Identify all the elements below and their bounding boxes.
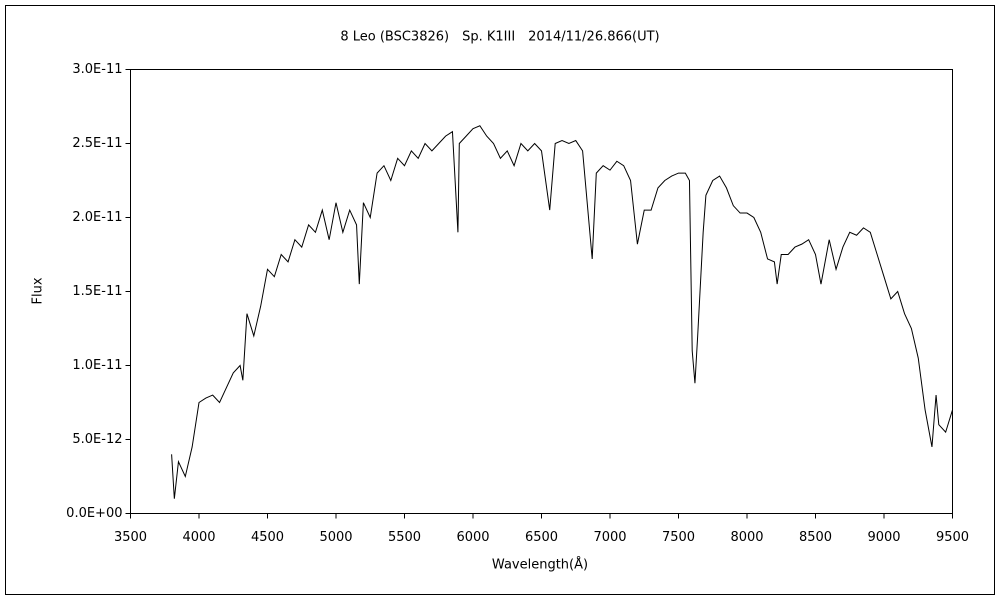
x-tick-label: 9000	[867, 530, 900, 545]
chart-title: 8 Leo (BSC3826) Sp. K1III 2014/11/26.866…	[340, 30, 659, 45]
x-tick-label: 9500	[936, 530, 969, 545]
x-tick-label: 7000	[593, 530, 626, 545]
x-tick-label: 6000	[456, 530, 489, 545]
frame	[5, 5, 995, 595]
y-axis-label: Flux	[31, 277, 46, 304]
spectrum-line	[171, 125, 953, 499]
y-tick-label: 1.0E-11	[72, 358, 122, 373]
x-tick-label: 3500	[114, 530, 147, 545]
x-tick-label: 8000	[730, 530, 763, 545]
x-axis-label: Wavelength(Å)	[492, 557, 588, 573]
x-tick-label: 5500	[388, 530, 421, 545]
x-tick-label: 7500	[662, 530, 695, 545]
y-tick-label: 2.0E-11	[72, 210, 122, 225]
plot-area	[130, 69, 953, 514]
y-tick-label: 5.0E-12	[72, 432, 122, 447]
y-tick-label: 0.0E+00	[66, 506, 122, 521]
x-tick-label: 5000	[319, 530, 352, 545]
x-tick-label: 4000	[182, 530, 215, 545]
x-tick-label: 4500	[251, 530, 284, 545]
y-tick-label: 2.5E-11	[72, 136, 122, 151]
y-tick-label: 1.5E-11	[72, 284, 122, 299]
y-tick-label: 3.0E-11	[72, 62, 122, 77]
x-tick-label: 6500	[525, 530, 558, 545]
x-tick-label: 8500	[799, 530, 832, 545]
